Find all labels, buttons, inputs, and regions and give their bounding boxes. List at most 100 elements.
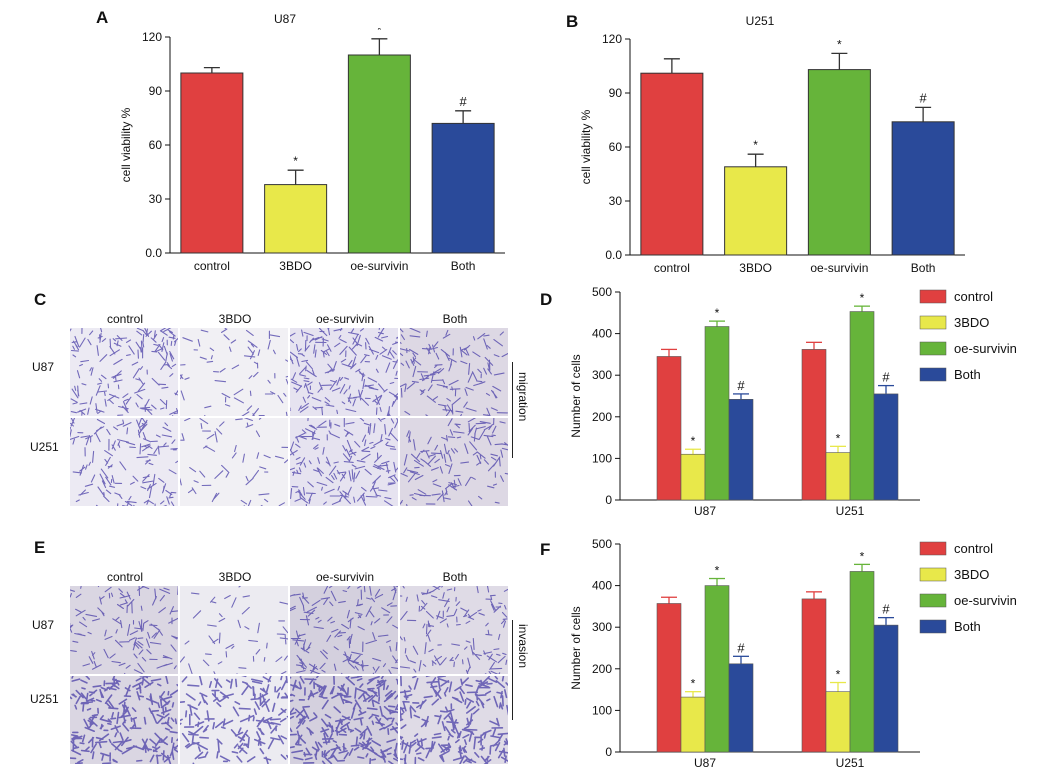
y-tick-label: 0.0 [145, 246, 162, 260]
micrograph-invasion-u251-oe-survivin [290, 676, 398, 764]
legend-swatch-oe-survivin [919, 341, 947, 356]
y-axis-label: cell viability % [119, 107, 133, 182]
chart-a: 0.0 30 60 90 120 cell viability % control * 3BDO… [119, 28, 505, 273]
significance-marker: # [882, 370, 890, 385]
significance-marker: * [860, 291, 865, 305]
y-axis-label: Number of cells [569, 606, 583, 689]
stained-cells [70, 676, 178, 764]
bar-control-u87 [656, 356, 682, 501]
x-tick-label: U251 [836, 504, 865, 518]
y-tick-label: 100 [592, 451, 612, 465]
micrograph-invasion-u87-both [400, 586, 508, 674]
significance-marker: # [460, 94, 468, 109]
bar-3bdo-u251 [825, 452, 851, 501]
micrograph-image [180, 418, 288, 506]
row-label-u251: U251 [30, 440, 59, 454]
invasion-label: invasion [516, 624, 530, 669]
legend-label-oe-survivin: oe-survivin [954, 341, 1017, 356]
column-label-3bdo: 3BDO [218, 570, 252, 584]
bar-3bdo-u87 [680, 696, 706, 753]
x-tick-label: control [654, 261, 690, 275]
micrograph-image [290, 328, 398, 416]
significance-marker: * [715, 564, 720, 578]
chart-b-title: U251 [745, 14, 775, 28]
micrograph-invasion-u251-3bdo [180, 676, 288, 764]
chart-a-title: U87 [273, 12, 296, 26]
stained-cells [70, 328, 178, 416]
x-tick-label: Both [911, 261, 936, 275]
y-tick-label: 90 [149, 84, 163, 98]
legend-label-3bdo: 3BDO [954, 315, 989, 330]
row-label-u87: U87 [32, 618, 55, 632]
stained-cells [400, 418, 508, 506]
bar-oe-survivin-u251 [849, 311, 875, 501]
x-tick-label: oe-survivin [350, 259, 408, 273]
stained-cells [180, 586, 288, 674]
stained-cells [290, 328, 398, 416]
invasion-bracket [512, 620, 513, 720]
micrograph-image [400, 676, 508, 764]
bar-3bdo [264, 184, 328, 254]
legend-label-both: Both [954, 619, 981, 634]
y-tick-label: 300 [592, 368, 612, 382]
significance-marker: * [691, 677, 696, 691]
y-tick-label: 30 [149, 192, 163, 206]
micrograph-migration-u87-both [400, 328, 508, 416]
significance-marker: * [836, 431, 841, 445]
significance-marker: * [753, 138, 758, 152]
micrograph-invasion-u251-control [70, 676, 178, 764]
micrograph-migration-u87-3bdo [180, 328, 288, 416]
bar-oe-survivin-u87 [704, 585, 730, 753]
y-tick-label: 0 [605, 745, 612, 759]
significance-marker: * [293, 154, 298, 168]
micrograph-invasion-u87-control [70, 586, 178, 674]
y-tick-label: 200 [592, 410, 612, 424]
micrograph-invasion-u87-3bdo [180, 586, 288, 674]
y-axis-label: cell viability % [579, 109, 593, 184]
stained-cells [400, 676, 508, 764]
micrograph-image [290, 676, 398, 764]
row-label-u251: U251 [30, 692, 59, 706]
legend-swatch-3bdo [919, 567, 947, 582]
significance-marker: * [715, 306, 720, 320]
stained-cells [70, 586, 178, 674]
x-tick-label: Both [451, 259, 476, 273]
bar-both [431, 122, 495, 254]
panel-letter-d: D [540, 290, 553, 309]
x-tick-label: control [194, 259, 230, 273]
bar-both [891, 121, 955, 256]
panel-letter-b: B [566, 12, 579, 31]
significance-marker: * [691, 434, 696, 448]
bar-control [180, 72, 244, 254]
migration-label: migration [516, 372, 530, 422]
significance-marker: # [882, 602, 890, 617]
micrograph-image [180, 586, 288, 674]
chart-d: 0 100 200 300 400 500 Number of cells * * # U87 * * #… [569, 285, 1017, 518]
x-tick-label: U251 [836, 756, 865, 770]
bar-control [640, 72, 704, 256]
legend-swatch-both [919, 619, 947, 634]
x-tick-label: U87 [694, 756, 716, 770]
micrograph-migration-u87-control [70, 328, 178, 416]
bar-both-u251 [873, 624, 899, 753]
y-tick-label: 400 [592, 579, 612, 593]
stained-cells [290, 418, 398, 506]
legend-label-oe-survivin: oe-survivin [954, 593, 1017, 608]
bar-3bdo-u251 [825, 691, 851, 753]
migration-bracket [512, 362, 513, 458]
micrograph-migration-u251-oe-survivin [290, 418, 398, 506]
bar-oe-survivin [347, 54, 411, 254]
micrograph-image [290, 586, 398, 674]
panel-letter-e: E [34, 538, 46, 557]
y-axis-label: Number of cells [569, 354, 583, 437]
y-tick-label: 500 [592, 537, 612, 551]
micrograph-migration-u251-control [70, 418, 178, 506]
row-label-u87: U87 [32, 360, 55, 374]
y-tick-label: 120 [142, 30, 162, 44]
panel-letter-c: C [34, 290, 47, 309]
micrograph-image [180, 328, 288, 416]
micrograph-image [70, 586, 178, 674]
micrograph-image [70, 418, 178, 506]
bar-control-u87 [656, 603, 682, 753]
bar-oe-survivin-u87 [704, 326, 730, 501]
